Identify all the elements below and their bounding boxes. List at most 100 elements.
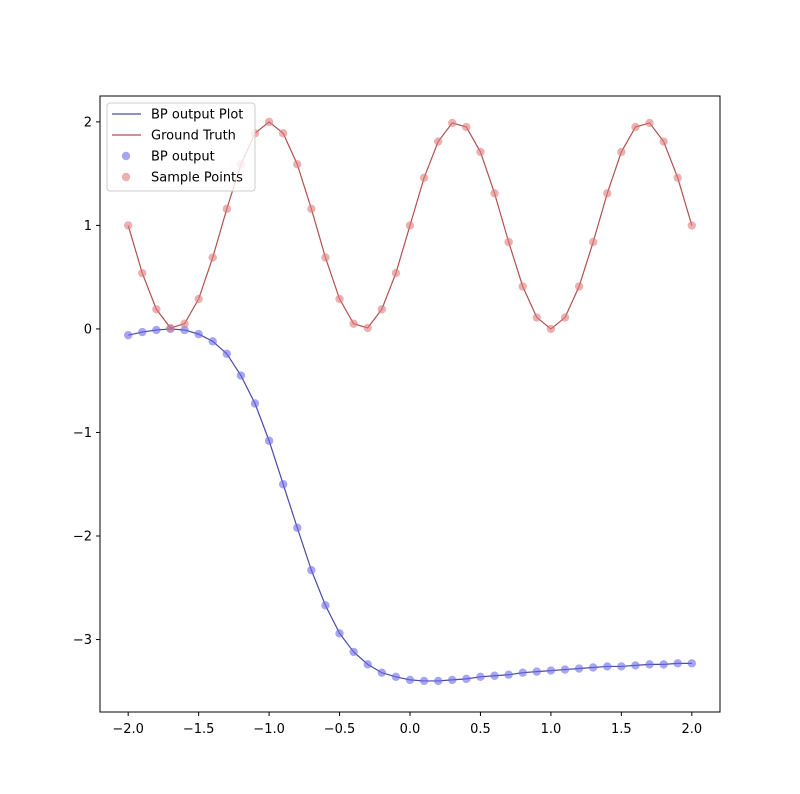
point-bp-output: [560, 665, 570, 674]
point-bp-output: [532, 667, 542, 676]
legend: BP output Plot Ground Truth BP output Sampl…: [106, 102, 256, 192]
x-tick-label: −1.0: [253, 722, 285, 737]
point-sample-points: [448, 118, 457, 128]
point-sample-points: [208, 253, 217, 262]
point-sample-points: [194, 294, 203, 304]
point-sample-points: [687, 221, 697, 230]
y-tick-label: −2: [73, 530, 92, 545]
y-tick-label: −1: [73, 426, 92, 441]
point-sample-points: [518, 282, 527, 291]
point-bp-output: [546, 666, 556, 675]
x-tick-label: 2.0: [681, 722, 702, 737]
legend-swatch-sample-points: [121, 172, 131, 182]
point-bp-output: [687, 659, 697, 668]
point-bp-output: [476, 672, 485, 681]
y-tick-label: 0: [84, 322, 92, 337]
legend-box: [106, 102, 256, 192]
point-bp-output: [631, 661, 640, 670]
y-axis: −3 −2 −1 0 1 2: [73, 115, 100, 648]
y-tick-label: 2: [84, 115, 92, 130]
point-bp-output: [194, 329, 203, 339]
x-tick-label: 0.5: [470, 722, 491, 737]
legend-label-bp-output: BP output: [151, 150, 215, 165]
point-bp-output: [419, 676, 429, 686]
point-sample-points: [419, 173, 429, 182]
point-bp-output: [405, 675, 415, 685]
point-sample-points: [645, 118, 654, 128]
point-sample-points: [603, 189, 612, 198]
point-sample-points: [152, 305, 161, 314]
point-sample-points: [222, 204, 232, 214]
series-points: [123, 117, 697, 686]
point-bp-output: [448, 675, 457, 685]
point-sample-points: [335, 294, 344, 304]
point-sample-points: [307, 204, 316, 214]
point-bp-output: [349, 647, 358, 657]
x-tick-label: 1.5: [611, 722, 632, 737]
point-bp-output: [504, 670, 513, 679]
point-sample-points: [377, 305, 387, 314]
point-sample-points: [659, 137, 668, 146]
point-sample-points: [433, 137, 443, 146]
point-sample-points: [138, 268, 147, 278]
point-bp-output: [307, 565, 316, 575]
point-bp-output: [603, 662, 612, 671]
x-axis: −2.0 −1.5 −1.0 −0.5 0.0 0.5 1.0 1.5 2.0: [112, 712, 702, 737]
y-tick-label: −3: [73, 633, 92, 648]
point-bp-output: [588, 663, 598, 672]
legend-label-ground-truth: Ground Truth: [151, 129, 236, 144]
point-bp-output: [391, 672, 401, 681]
point-bp-output: [180, 325, 189, 335]
point-bp-output: [123, 330, 133, 340]
point-sample-points: [363, 323, 372, 333]
point-sample-points: [321, 253, 330, 262]
point-bp-output: [278, 480, 288, 489]
point-sample-points: [264, 117, 274, 127]
point-sample-points: [278, 129, 288, 138]
point-bp-output: [617, 662, 626, 671]
x-tick-label: −2.0: [112, 722, 144, 737]
point-bp-output: [574, 664, 584, 673]
point-bp-output: [462, 674, 471, 684]
point-bp-output: [518, 668, 527, 677]
point-bp-output: [321, 601, 330, 610]
point-bp-output: [250, 399, 260, 408]
point-sample-points: [588, 237, 598, 247]
point-sample-points: [391, 268, 401, 278]
point-sample-points: [462, 122, 471, 132]
x-tick-label: −0.5: [324, 722, 356, 737]
x-tick-label: −1.5: [183, 722, 215, 737]
point-sample-points: [349, 319, 358, 328]
y-tick-label: 1: [84, 219, 92, 234]
point-bp-output: [293, 523, 302, 532]
point-sample-points: [180, 319, 189, 328]
point-bp-output: [138, 327, 147, 337]
point-sample-points: [123, 221, 133, 230]
point-sample-points: [532, 313, 542, 322]
legend-label-bp-output-plot: BP output Plot: [151, 108, 243, 123]
point-bp-output: [222, 349, 232, 358]
point-sample-points: [476, 147, 485, 157]
point-bp-output: [152, 325, 161, 335]
point-sample-points: [631, 122, 640, 132]
point-sample-points: [560, 313, 570, 322]
point-bp-output: [208, 337, 217, 346]
point-sample-points: [166, 323, 175, 333]
point-sample-points: [405, 221, 415, 230]
point-sample-points: [673, 173, 682, 182]
point-bp-output: [363, 660, 372, 669]
point-sample-points: [490, 189, 499, 198]
point-bp-output: [264, 436, 274, 445]
point-bp-output: [490, 671, 499, 680]
x-tick-label: 1.0: [541, 722, 562, 737]
point-bp-output: [335, 629, 344, 638]
point-bp-output: [433, 676, 443, 686]
point-sample-points: [293, 160, 302, 169]
point-sample-points: [546, 324, 556, 334]
point-sample-points: [617, 147, 626, 157]
x-tick-label: 0.0: [400, 722, 421, 737]
point-bp-output: [659, 660, 668, 669]
point-bp-output: [236, 371, 246, 380]
point-bp-output: [673, 659, 682, 668]
